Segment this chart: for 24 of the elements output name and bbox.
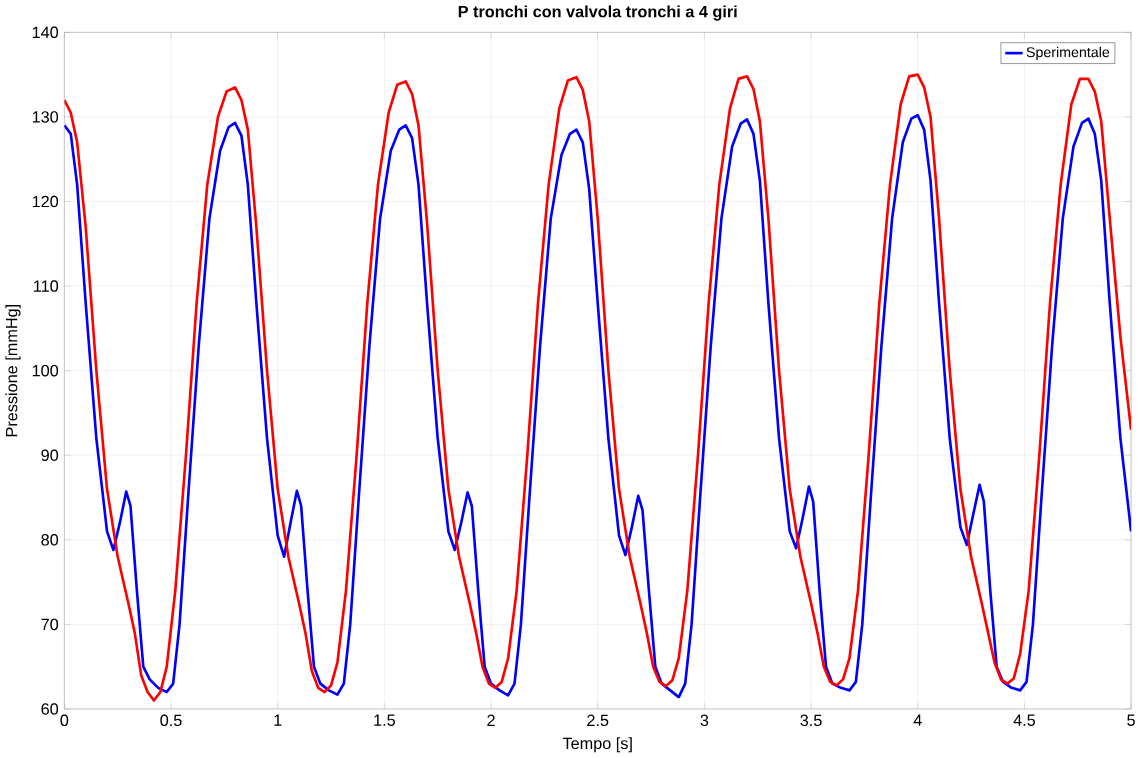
chart-title: P tronchi con valvola tronchi a 4 giri <box>458 5 737 21</box>
y-tick-label: 110 <box>34 280 59 292</box>
x-tick-label: 2 <box>487 714 495 727</box>
y-tick-label: 80 <box>41 534 59 546</box>
x-tick-label: 5 <box>1127 714 1135 727</box>
y-tick-label: 130 <box>32 111 59 123</box>
x-tick-label: 3 <box>700 714 709 727</box>
y-tick-label: 100 <box>32 365 59 377</box>
y-axis-title: Pressione [mmHg] <box>5 305 21 437</box>
x-tick-label: 4.5 <box>1013 714 1036 727</box>
y-tick-label: 90 <box>41 449 59 462</box>
y-tick-label: 120 <box>32 195 59 208</box>
legend-label: Sperimentale <box>1026 46 1110 61</box>
x-tick-label: 1 <box>274 714 282 726</box>
x-tick-label: 1.5 <box>374 714 395 727</box>
x-tick-label: 4 <box>913 714 922 726</box>
x-tick-label: 0 <box>60 714 69 727</box>
x-tick-label: 0.5 <box>160 714 182 727</box>
x-tick-label: 2.5 <box>587 714 609 727</box>
x-axis-title: Tempo [s] <box>562 737 632 753</box>
y-tick-label: 60 <box>41 703 59 715</box>
y-tick-label: 140 <box>32 26 59 39</box>
x-tick-label: 3.5 <box>800 714 822 727</box>
y-tick-label: 70 <box>41 618 59 631</box>
